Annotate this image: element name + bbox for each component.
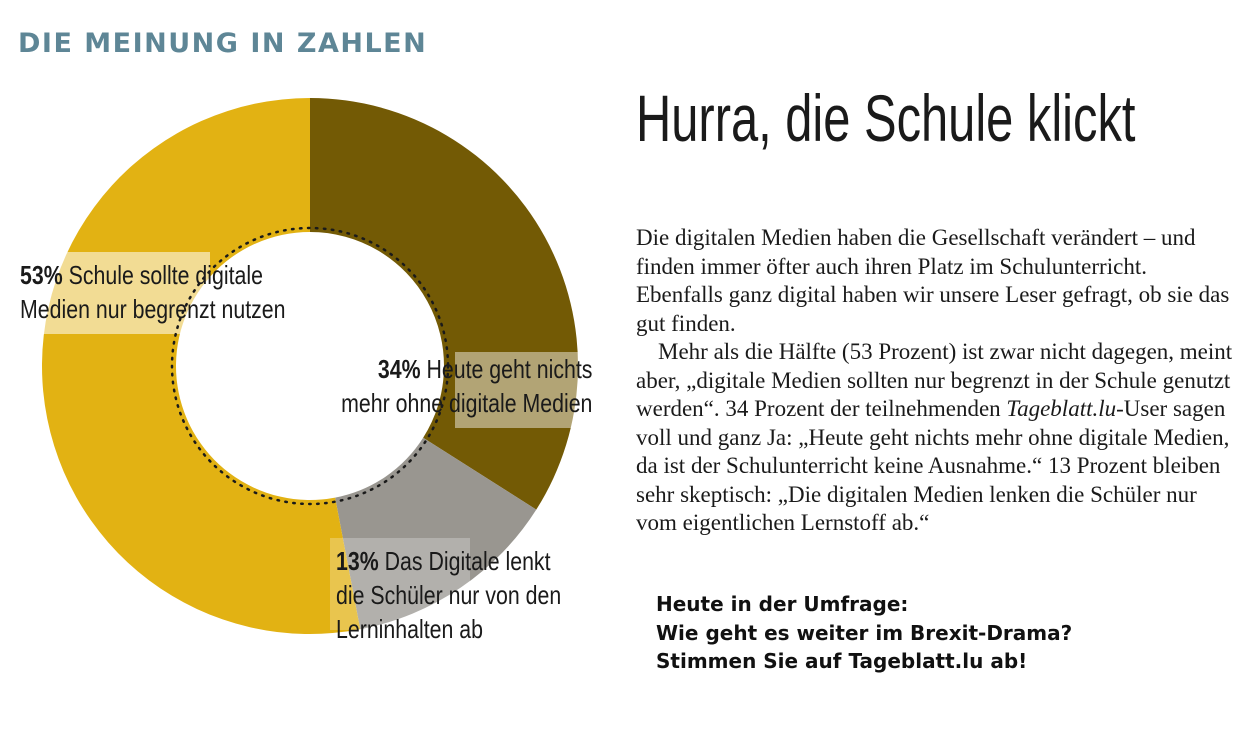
slice-label-53: 53% Schule sollte digitale Medien nur be… — [20, 258, 286, 326]
slice-text-34-line1: Heute geht nichts — [426, 354, 592, 384]
slice-pct-53: 53% — [20, 260, 63, 290]
article-paragraph-2: Mehr als die Hälfte (53 Prozent) ist zwa… — [636, 338, 1236, 538]
slice-text-13-line1: Das Digitale lenkt — [384, 546, 551, 576]
slice-label-34: 34% Heute geht nichts mehr ohne digitale… — [341, 352, 592, 420]
slice-text-13-line3: Lerninhalten ab — [336, 614, 483, 644]
slice-text-53-line1: Schule sollte digitale — [68, 260, 263, 290]
label-highlight-53 — [10, 252, 210, 334]
slice-text-53-line2: Medien nur begrenzt nutzen — [20, 294, 286, 324]
poll-callout-line1: Heute in der Umfrage: — [656, 592, 909, 616]
slice-text-13-line2: die Schüler nur von den — [336, 580, 562, 610]
slice-pct-34: 34% — [377, 354, 421, 384]
article-paragraph-2-part-a: Mehr als die Hälfte (53 Prozent) ist zwa… — [636, 339, 1233, 421]
article-body: Die digitalen Medien haben die Gesellsch… — [636, 224, 1236, 538]
article-paragraph-1: Die digitalen Medien haben die Gesellsch… — [636, 225, 1230, 336]
donut-slice-13 — [335, 437, 537, 630]
donut-inner-dotted-ring — [170, 226, 450, 506]
headline: Hurra, die Schule klickt — [636, 81, 1136, 155]
article-site-name: Tageblatt.lu — [1006, 396, 1117, 421]
poll-callout: Heute in der Umfrage: Wie geht es weiter… — [656, 590, 1072, 676]
slice-text-34-line2: mehr ohne digitale Medien — [340, 388, 592, 418]
poll-callout-line3: Stimmen Sie auf Tageblatt.lu ab! — [656, 649, 1028, 673]
label-highlight-13 — [330, 538, 470, 630]
poll-callout-line2: Wie geht es weiter im Brexit-Drama? — [656, 620, 1073, 645]
label-highlight-34 — [455, 352, 587, 428]
donut-slice-34 — [310, 98, 578, 510]
article-paragraph-2-part-b: -User sagen voll und ganz Ja: „Heute geh… — [636, 396, 1230, 535]
donut-slice-53 — [41, 98, 361, 634]
slice-label-13: 13% Das Digitale lenkt die Schüler nur v… — [336, 544, 561, 646]
donut-chart — [10, 98, 587, 634]
section-kicker: DIE MEINUNG IN ZAHLEN — [18, 28, 428, 59]
slice-pct-13: 13% — [336, 546, 379, 576]
